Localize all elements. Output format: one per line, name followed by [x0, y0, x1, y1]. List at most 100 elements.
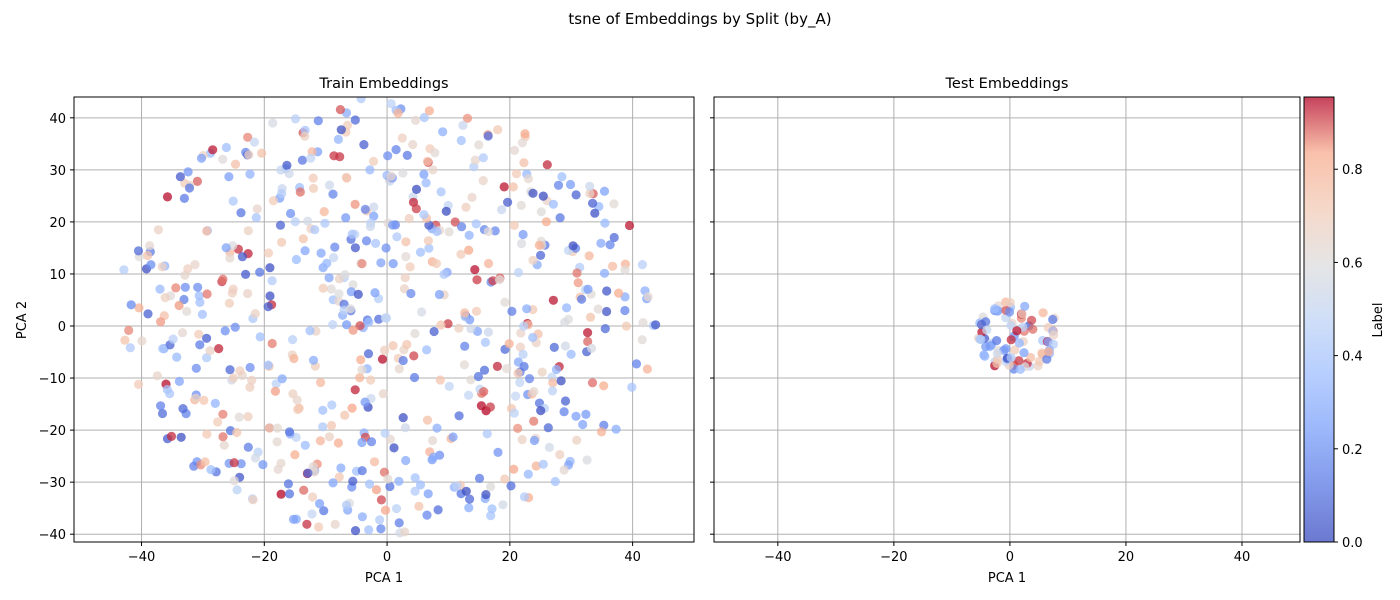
scatter-point — [560, 317, 570, 327]
scatter-point — [218, 274, 228, 284]
scatter-point — [315, 436, 325, 446]
scatter-point — [218, 154, 228, 164]
scatter-point — [369, 457, 380, 467]
scatter-point — [183, 264, 193, 274]
train-grid — [74, 97, 694, 542]
x-tick-label: 20 — [502, 550, 519, 565]
scatter-point — [528, 255, 538, 265]
scatter-point — [241, 269, 251, 279]
scatter-point — [313, 116, 323, 126]
scatter-point — [191, 363, 201, 373]
scatter-point — [481, 490, 491, 500]
scatter-point — [611, 424, 621, 434]
scatter-point — [380, 428, 390, 438]
scatter-point — [1004, 307, 1015, 317]
scatter-point — [464, 245, 474, 255]
scatter-point — [178, 404, 188, 414]
test-x-ticks: −40 −20 0 20 40 — [764, 542, 1250, 565]
scatter-point — [394, 518, 404, 528]
scatter-point — [411, 115, 421, 125]
scatter-point — [357, 259, 367, 269]
scatter-point — [276, 458, 286, 468]
scatter-point — [557, 172, 567, 182]
scatter-point — [599, 186, 610, 196]
scatter-point — [487, 504, 497, 514]
scatter-point — [409, 351, 419, 361]
scatter-point — [355, 373, 365, 383]
scatter-point — [377, 354, 388, 364]
scatter-point — [553, 180, 564, 190]
scatter-point — [596, 238, 606, 248]
scatter-point — [303, 216, 313, 226]
scatter-point — [380, 505, 391, 515]
scatter-point — [199, 395, 209, 405]
scatter-point — [300, 131, 310, 141]
colorbar-frame — [1303, 96, 1335, 543]
scatter-point — [432, 226, 442, 237]
scatter-point — [220, 326, 230, 336]
scatter-point — [243, 442, 253, 452]
scatter-point — [1034, 356, 1044, 366]
scatter-point — [401, 455, 411, 466]
scatter-point — [202, 333, 212, 343]
scatter-point — [401, 237, 411, 247]
scatter-point — [391, 145, 401, 155]
scatter-point — [386, 171, 396, 181]
scatter-point — [255, 332, 265, 342]
scatter-point — [369, 211, 379, 221]
scatter-point — [245, 362, 255, 373]
scatter-point — [547, 386, 558, 396]
scatter-point — [293, 404, 303, 415]
x-tick-label: 0 — [383, 550, 391, 565]
scatter-point — [1006, 353, 1016, 363]
scatter-point — [486, 510, 496, 521]
scatter-point — [157, 262, 167, 272]
scatter-point — [179, 193, 189, 203]
scatter-point — [509, 464, 519, 474]
scatter-point — [272, 423, 282, 433]
scatter-point — [499, 182, 509, 192]
scatter-point — [398, 355, 408, 366]
scatter-point — [621, 321, 632, 331]
scatter-point — [394, 476, 404, 486]
test-points — [974, 297, 1059, 374]
scatter-point — [572, 435, 582, 445]
colorbar-tick-label: 0.4 — [1342, 350, 1363, 365]
test-x-axis-label: PCA 1 — [988, 571, 1026, 586]
scatter-point — [291, 254, 301, 265]
scatter-point — [517, 435, 527, 445]
scatter-point — [524, 374, 535, 384]
scatter-point — [345, 304, 356, 314]
scatter-point — [497, 205, 507, 215]
test-axes-frame — [713, 96, 1301, 543]
scatter-point — [213, 417, 223, 427]
scatter-point — [319, 506, 329, 516]
scatter-point — [422, 345, 432, 355]
scatter-point — [398, 168, 408, 178]
scatter-point — [459, 360, 469, 370]
scatter-point — [1038, 308, 1048, 318]
scatter-point — [393, 108, 403, 118]
scatter-point — [1014, 338, 1024, 348]
scatter-point — [503, 197, 513, 207]
scatter-point — [303, 468, 313, 478]
colorbar-tick-label: 0.8 — [1342, 163, 1363, 178]
scatter-point — [590, 208, 600, 218]
scatter-point — [365, 221, 375, 232]
scatter-point — [319, 207, 329, 217]
scatter-point — [328, 189, 338, 199]
scatter-point — [419, 112, 429, 123]
scatter-point — [536, 250, 546, 260]
scatter-point — [190, 260, 200, 270]
scatter-point — [202, 289, 212, 299]
scatter-point — [585, 188, 595, 199]
scatter-point — [517, 138, 528, 148]
scatter-point — [424, 243, 434, 253]
scatter-point — [251, 213, 261, 223]
scatter-point — [573, 278, 583, 288]
scatter-point — [308, 355, 319, 365]
scatter-point — [307, 509, 317, 519]
scatter-point — [400, 273, 410, 283]
scatter-point — [230, 159, 241, 169]
